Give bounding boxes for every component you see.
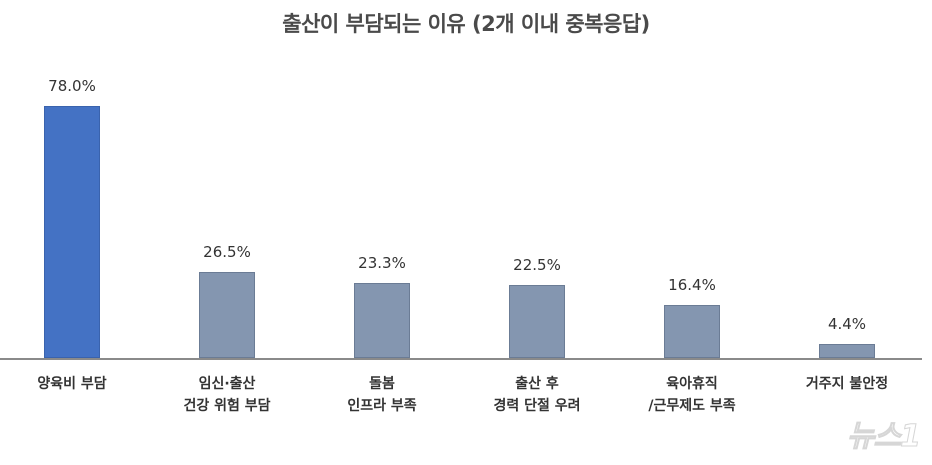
category-label-6: 거주지 불안정 [772, 373, 922, 395]
bar-2 [199, 272, 255, 358]
category-label-5: 육아휴직/근무제도 부족 [617, 373, 767, 417]
bar-6 [819, 344, 875, 358]
category-label-1: 양육비 부담 [0, 373, 147, 395]
bar-4 [509, 285, 565, 358]
value-label-2: 26.5% [203, 243, 251, 261]
news1-watermark-logo: 뉴스1 [846, 419, 921, 455]
chart-title: 출산이 부담되는 이유 (2개 이내 중복응답) [282, 12, 650, 36]
bar-5 [664, 305, 720, 358]
category-label-line: 임신·출산 [198, 376, 256, 392]
bar-3 [354, 283, 410, 358]
category-label-line: 돌봄 [369, 376, 395, 392]
category-label-line: 육아휴직 [666, 376, 718, 392]
category-label-line: /근무제도 부족 [648, 398, 736, 414]
category-label-line: 인프라 부족 [347, 398, 417, 414]
x-axis-baseline [0, 358, 922, 360]
value-label-1: 78.0% [48, 77, 96, 95]
value-label-6: 4.4% [827, 315, 867, 333]
category-label-line: 거주지 불안정 [805, 376, 889, 392]
value-label-5: 16.4% [668, 276, 716, 294]
value-label-4: 22.5% [513, 256, 561, 274]
value-label-3: 23.3% [358, 254, 406, 272]
category-label-line: 건강 위험 부담 [183, 398, 271, 414]
category-label-line: 양육비 부담 [37, 376, 107, 392]
category-label-line: 출산 후 [515, 376, 559, 392]
category-label-line: 경력 단절 우려 [493, 398, 581, 414]
bar-1 [44, 106, 100, 358]
